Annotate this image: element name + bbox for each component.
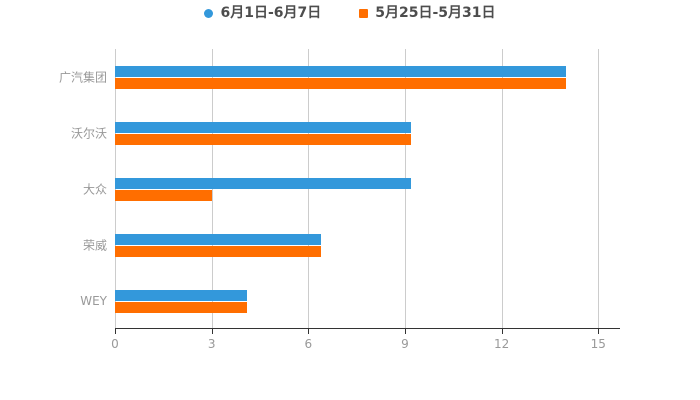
x-axis-tick-3 [211, 329, 213, 334]
x-axis-label: 0 [111, 337, 119, 351]
legend-item-1[interactable]: 5月25日-5月31日 [359, 4, 496, 22]
bar-week2-4[interactable] [115, 290, 248, 301]
bar-week1-3[interactable] [115, 246, 322, 257]
bar-week1-0[interactable] [115, 78, 567, 89]
gridline-0 [115, 49, 116, 329]
legend: 6月1日-6月7日 5月25日-5月31日 [0, 4, 700, 22]
plot-area: 0 3 6 9 12 15 [111, 49, 620, 351]
legend-item-0[interactable]: 6月1日-6月7日 [204, 4, 321, 22]
bar-week2-1[interactable] [115, 122, 412, 133]
y-axis-label-3: 荣威 [82, 238, 107, 253]
x-axis-tick-0 [115, 329, 116, 334]
legend-label: 6月1日-6月7日 [220, 5, 322, 21]
bar-week2-3[interactable] [115, 234, 322, 245]
x-axis-tick-15 [598, 329, 600, 334]
gridline-15 [598, 49, 600, 329]
x-axis-line [115, 328, 620, 329]
x-axis-label: 9 [401, 337, 409, 351]
x-axis-tick-9 [404, 329, 406, 334]
bar-week1-2[interactable] [115, 190, 212, 201]
bar-week1-4[interactable] [115, 302, 248, 313]
x-axis-label: 12 [493, 337, 510, 351]
bar-week1-1[interactable] [115, 134, 412, 145]
y-axis-label-1: 沃尔沃 [70, 126, 107, 141]
x-axis-label: 6 [304, 337, 313, 351]
y-axis-label-4: WEY [80, 294, 107, 308]
gridline-6 [308, 49, 310, 329]
y-axis-label-0: 广汽集团 [58, 70, 107, 85]
bar-week2-2[interactable] [115, 178, 412, 189]
legend-circle-icon [204, 8, 214, 18]
legend-label: 5月25日-5月31日 [375, 5, 496, 21]
gridline-3 [211, 49, 213, 329]
legend-square-icon [359, 8, 369, 18]
gridline-9 [404, 49, 406, 329]
bar-week2-0[interactable] [115, 66, 567, 77]
x-axis-label: 15 [590, 337, 606, 351]
x-axis-tick-12 [501, 329, 503, 334]
x-axis-label: 3 [207, 337, 216, 351]
gridline-12 [501, 49, 503, 329]
x-axis-tick-6 [308, 329, 310, 334]
y-axis-label-2: 大众 [82, 182, 107, 197]
